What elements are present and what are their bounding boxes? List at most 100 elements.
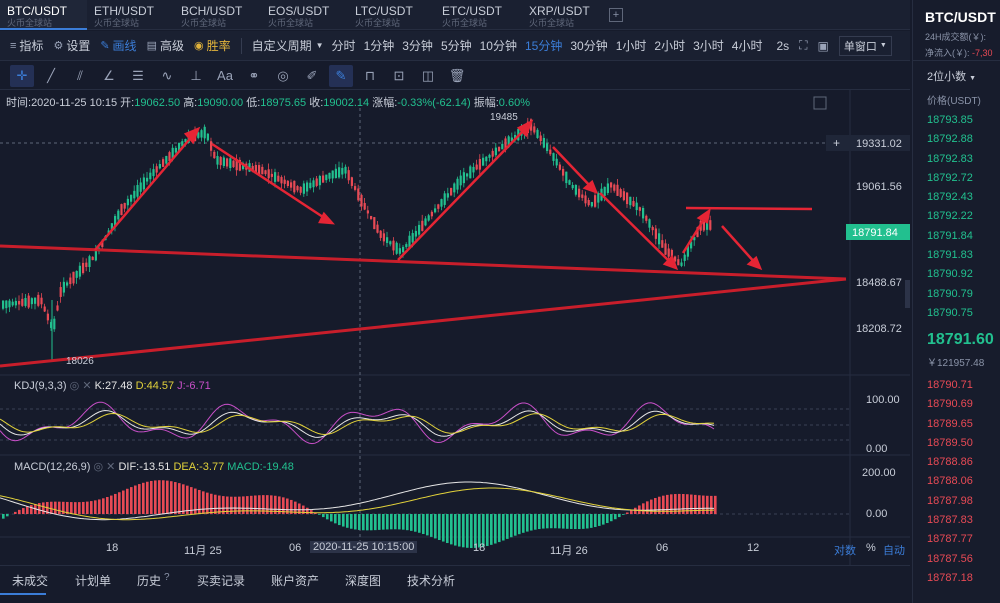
ask-row[interactable]: 18793.85	[927, 114, 973, 126]
period-4h[interactable]: 4小时	[731, 39, 763, 53]
tab-etc-usdt[interactable]: ETC/USDT 火币全球站	[435, 0, 522, 30]
tab-history[interactable]: 历史	[137, 574, 162, 588]
bid-row[interactable]: 18788.06	[927, 475, 973, 488]
candle-body	[501, 143, 504, 150]
hide-icon[interactable]: ◫	[421, 67, 435, 83]
bid-row[interactable]: 18789.50	[927, 436, 973, 449]
ask-row[interactable]: 18790.92	[927, 268, 973, 281]
eye-icon[interactable]: ◎	[69, 380, 80, 392]
snapshot-button[interactable]: ▣	[818, 39, 829, 53]
custom-period-dropdown[interactable]: 自定义周期 ▼	[252, 37, 324, 54]
chart-canvas[interactable]: 19485 18026 + 19331.02 18791.84 19061.56…	[0, 90, 910, 565]
trash-icon[interactable]: 🗑	[448, 67, 466, 83]
ask-row[interactable]: 18791.83	[927, 249, 973, 262]
fib-icon[interactable]: ⚭	[248, 67, 260, 83]
period-tick[interactable]: 分时	[331, 39, 356, 53]
period-1h[interactable]: 1小时	[615, 39, 647, 53]
ask-row[interactable]: 18792.72	[927, 171, 973, 184]
add-tab-button[interactable]: +	[609, 8, 623, 22]
fullscreen-button[interactable]: ⛶	[799, 38, 807, 53]
horizontal-ray-icon[interactable]: ⊥	[190, 67, 202, 83]
lock-icon[interactable]: ⊡	[393, 67, 405, 83]
tab-btc-usdt[interactable]: BTC/USDT 火币全球站	[0, 0, 87, 30]
depth-dropdown[interactable]: 2位小数 ▼	[927, 68, 976, 84]
period-10m[interactable]: 10分钟	[479, 39, 517, 53]
period-5m[interactable]: 5分钟	[440, 39, 472, 53]
angle-icon[interactable]: ∠	[103, 67, 115, 83]
period-3m[interactable]: 3分钟	[402, 39, 433, 53]
period-30m[interactable]: 30分钟	[570, 39, 608, 53]
tab-exchange: 火币全球站	[355, 18, 401, 28]
settings-button[interactable]: ⚙ 设置	[53, 37, 90, 54]
ask-row[interactable]: 18791.84	[927, 229, 973, 242]
bid-row[interactable]: 18788.86	[927, 456, 973, 469]
tab-ltc-usdt[interactable]: LTC/USDT 火币全球站	[348, 0, 435, 30]
candle-body	[514, 134, 517, 140]
period-15m[interactable]: 15分钟	[524, 39, 563, 53]
ask-row[interactable]: 18792.83	[927, 152, 973, 165]
shape-icon[interactable]: ◎	[277, 67, 289, 83]
ask-row[interactable]: 18790.79	[927, 287, 973, 300]
ask-row[interactable]: 18792.88	[927, 133, 973, 146]
bid-row[interactable]: 18787.98	[927, 494, 973, 507]
ask-row[interactable]: 18792.22	[927, 210, 973, 223]
help-icon[interactable]: ?	[164, 572, 170, 583]
ruler-icon[interactable]: ✐	[306, 67, 318, 83]
close-icon[interactable]: ✕	[106, 461, 116, 473]
tab-bch-usdt[interactable]: BCH/USDT 火币全球站	[174, 0, 261, 30]
tab-open-orders[interactable]: 未成交	[12, 574, 49, 588]
tab-tech-analysis[interactable]: 技术分析	[407, 574, 456, 588]
pen-icon[interactable]: ✎	[329, 64, 353, 87]
ask-row[interactable]: 18790.75	[927, 306, 973, 319]
eye-icon[interactable]: ◎	[93, 461, 104, 473]
axis-collapse-handle[interactable]	[905, 280, 910, 308]
percent-scale-toggle[interactable]: %	[866, 542, 876, 554]
bid-row[interactable]: 18787.77	[927, 533, 973, 546]
tab-plan-orders[interactable]: 计划单	[75, 574, 112, 588]
tab-symbol: LTC/USDT	[355, 4, 413, 18]
bid-row[interactable]: 18790.71	[927, 379, 973, 391]
crosshair-icon[interactable]: ✛	[10, 64, 34, 87]
indicators-button[interactable]: ≡ 指标	[10, 37, 43, 54]
line-icon[interactable]: ╱	[47, 67, 55, 83]
ask-row[interactable]: 18792.43	[927, 191, 973, 204]
candle-body	[709, 220, 712, 230]
draw-button[interactable]: ✎ 画线	[100, 37, 136, 54]
candle-body	[664, 243, 667, 255]
plus-icon[interactable]: +	[833, 136, 840, 150]
candle-body	[222, 157, 225, 166]
bid-row[interactable]: 18789.65	[927, 417, 973, 430]
close-icon[interactable]: ✕	[82, 380, 92, 392]
winrate-button[interactable]: ◉ 胜率	[194, 37, 231, 54]
candle-body	[498, 146, 501, 152]
macd-bar	[658, 496, 661, 514]
parallel-icon[interactable]: ☰	[132, 67, 144, 83]
auto-scale-toggle[interactable]: 自动	[883, 545, 905, 557]
window-mode-dropdown[interactable]: 单窗口 ▼	[838, 35, 892, 56]
tab-eth-usdt[interactable]: ETH/USDT 火币全球站	[87, 0, 174, 30]
bid-row[interactable]: 18787.18	[927, 571, 973, 584]
expand-icon[interactable]	[813, 96, 827, 110]
tab-assets[interactable]: 账户资产	[271, 574, 320, 588]
seconds-refresh[interactable]: 2s	[776, 38, 790, 53]
tab-depth[interactable]: 深度图	[345, 574, 382, 588]
tab-trades[interactable]: 买卖记录	[197, 574, 246, 588]
bid-row[interactable]: 18790.69	[927, 398, 973, 411]
bid-row[interactable]: 18787.83	[927, 514, 973, 527]
period-1m[interactable]: 1分钟	[363, 39, 395, 53]
period-3h[interactable]: 3小时	[693, 39, 724, 53]
price-marker-tag[interactable]	[826, 135, 910, 151]
text-tool[interactable]: Aa	[217, 68, 233, 83]
tab-xrp-usdt[interactable]: XRP/USDT 火币全球站	[522, 0, 609, 30]
bid-row[interactable]: 18787.56	[927, 552, 973, 565]
candle-body	[379, 230, 382, 238]
period-2h[interactable]: 2小时	[654, 39, 686, 53]
magnet-icon[interactable]: ⊓	[364, 67, 376, 83]
wave-icon[interactable]: ∿	[161, 67, 173, 83]
macd-bar	[618, 514, 621, 518]
log-scale-toggle[interactable]: 对数	[834, 545, 856, 557]
current-price-value: 18791.84	[852, 227, 898, 239]
tab-eos-usdt[interactable]: EOS/USDT 火币全球站	[261, 0, 348, 30]
ray-icon[interactable]: ⫽	[77, 67, 83, 83]
advanced-button[interactable]: ▤ 高级	[147, 37, 184, 54]
